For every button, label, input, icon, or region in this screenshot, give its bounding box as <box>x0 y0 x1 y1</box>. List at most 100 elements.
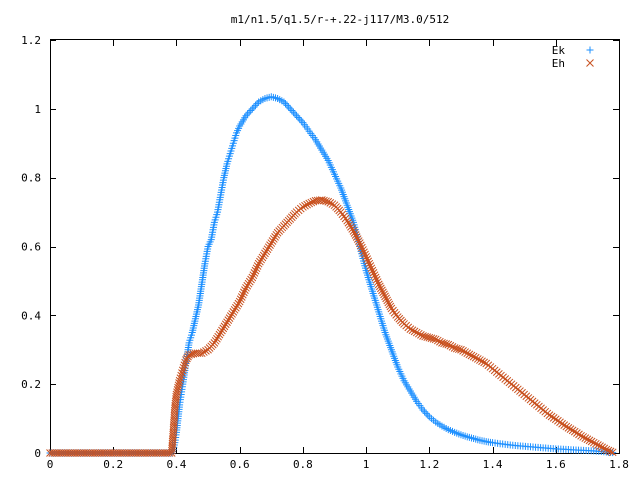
data-point <box>362 252 370 261</box>
data-point <box>385 300 394 309</box>
data-point <box>288 107 296 115</box>
data-point <box>280 98 288 106</box>
data-point <box>257 255 266 264</box>
data-point <box>180 361 189 370</box>
y-tick-label: 0.6 <box>21 241 41 254</box>
data-point <box>570 427 579 436</box>
data-point <box>419 406 427 414</box>
data-point <box>213 334 221 343</box>
data-point <box>604 446 613 455</box>
x-tick-label: 0 <box>47 458 54 471</box>
data-point <box>178 369 186 377</box>
data-point <box>244 279 253 288</box>
plot-area-border <box>50 39 620 454</box>
y-tick-label: 0 <box>34 447 41 460</box>
data-point <box>299 203 307 211</box>
data-point <box>442 340 451 348</box>
series-eh <box>46 196 617 457</box>
data-point <box>461 348 470 356</box>
data-point <box>373 278 382 286</box>
data-point <box>577 431 585 440</box>
data-point <box>600 444 609 453</box>
legend-label-ek: Ek <box>552 44 566 57</box>
data-point <box>371 273 380 282</box>
data-point <box>241 286 249 294</box>
data-point <box>365 259 374 268</box>
data-point <box>271 233 279 241</box>
data-point <box>283 101 291 109</box>
data-point <box>594 441 602 449</box>
y-axis: 0 0.2 0.4 0.6 0.8 1 1.2 <box>21 34 619 460</box>
data-point <box>412 328 421 337</box>
data-point <box>356 241 365 250</box>
data-point <box>433 336 442 345</box>
data-point <box>294 113 302 121</box>
data-point <box>374 280 383 289</box>
data-point <box>476 356 484 364</box>
data-point <box>293 112 301 120</box>
x-tick-label: 1 <box>363 458 370 471</box>
data-point <box>602 445 611 454</box>
data-point <box>351 231 360 239</box>
data-point <box>285 103 293 111</box>
data-point <box>366 262 375 270</box>
data-point <box>248 273 257 282</box>
data-point <box>251 101 259 109</box>
data-point <box>175 379 183 387</box>
data-point <box>347 223 355 231</box>
data-point <box>431 335 440 344</box>
data-point <box>585 436 594 445</box>
data-point <box>234 299 243 308</box>
data-point <box>251 266 260 275</box>
data-point <box>575 430 583 439</box>
data-point <box>258 253 267 262</box>
data-point <box>568 426 577 435</box>
data-point <box>307 198 316 207</box>
data-point <box>349 227 358 235</box>
data-point <box>229 308 238 316</box>
x-tick-label: 0.6 <box>230 458 250 471</box>
y-tick-label: 0.8 <box>21 172 41 185</box>
data-point <box>469 352 478 361</box>
data-point <box>242 283 250 292</box>
data-point <box>436 337 444 346</box>
chart-title: m1/n1.5/q1.5/r-+.22-j117/M3.0/512 <box>231 13 450 26</box>
data-point <box>226 312 235 320</box>
data-point <box>305 199 314 208</box>
data-point <box>173 386 182 394</box>
data-point <box>386 302 395 311</box>
data-point <box>596 442 604 450</box>
data-point <box>175 376 184 385</box>
data-point <box>256 257 264 266</box>
data-point <box>219 324 228 333</box>
data-point <box>253 100 261 108</box>
data-point <box>215 330 224 339</box>
data-point <box>471 353 480 362</box>
x-tick-label: 0.2 <box>103 458 123 471</box>
data-point <box>367 264 376 273</box>
data-point <box>264 243 273 252</box>
data-point <box>268 237 277 245</box>
data-point <box>368 266 377 275</box>
data-point <box>210 339 219 347</box>
data-point <box>261 249 269 258</box>
data-point <box>383 296 392 305</box>
data-point <box>478 357 486 366</box>
data-point <box>408 326 417 335</box>
data-point <box>214 332 223 341</box>
data-point <box>228 310 236 318</box>
data-point <box>262 247 271 256</box>
data-point <box>417 330 425 339</box>
data-point <box>322 197 330 206</box>
data-point <box>297 117 305 125</box>
data-point <box>377 284 385 293</box>
legend-label-eh: Eh <box>552 57 565 70</box>
data-point <box>343 216 351 225</box>
data-point <box>230 305 239 314</box>
data-point <box>581 434 590 442</box>
data-point <box>463 349 472 358</box>
data-point <box>289 108 297 116</box>
x-tick-label: 1.6 <box>546 458 566 471</box>
y-tick-label: 0.2 <box>21 378 41 391</box>
data-point <box>172 392 181 401</box>
